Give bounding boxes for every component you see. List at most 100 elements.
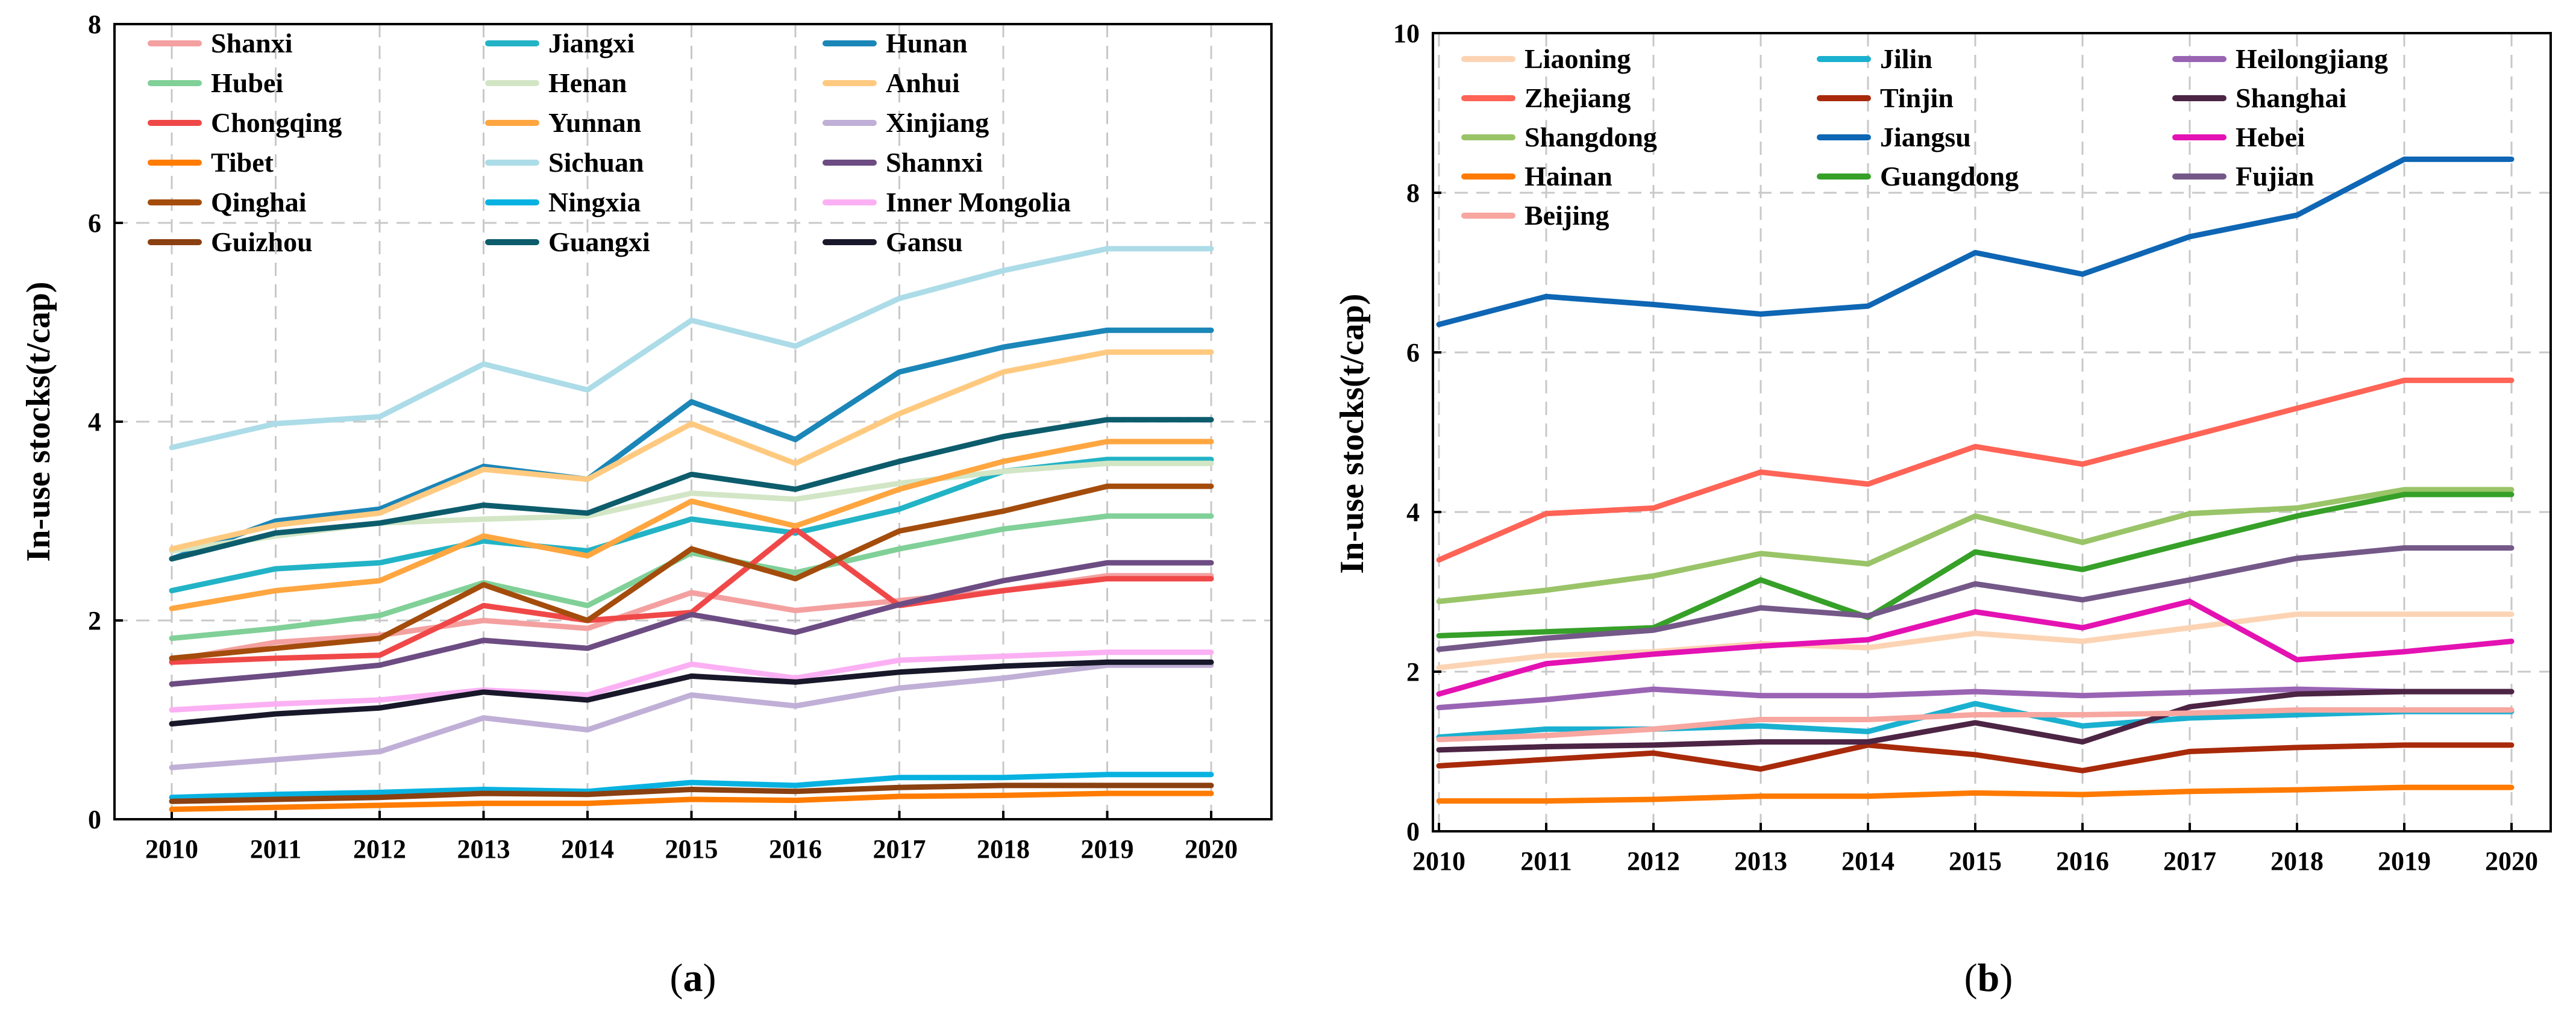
x-tick-label: 2018 <box>977 834 1030 864</box>
legend-label-guangxi: Guangxi <box>548 226 650 257</box>
x-tick-label: 2020 <box>2485 846 2538 876</box>
x-tick-label: 2012 <box>353 834 406 864</box>
legend-label-xinjiang: Xinjiang <box>886 107 989 138</box>
legend-label-guangdong: Guangdong <box>1880 161 2019 192</box>
x-tick-label: 2019 <box>1081 834 1134 864</box>
chart-b-plot-frame <box>1432 32 2552 833</box>
x-tick-label: 2017 <box>2163 846 2216 876</box>
series-line-guangxi <box>169 417 1214 562</box>
chart-a-x-ticks: 2010 2011 2012 2013 2014 2015 2016 2017 2018 2019… <box>145 811 1238 864</box>
chart-a-series <box>169 246 1214 812</box>
series-line-shanghai <box>1436 689 2515 753</box>
legend-label-yunnan: Yunnan <box>548 107 641 138</box>
series-line-tinjin <box>1436 742 2515 773</box>
y-tick-label: 8 <box>88 10 101 39</box>
legend-label-heilongjiang: Heilongjiang <box>2236 43 2388 74</box>
x-tick-label: 2016 <box>2056 846 2109 876</box>
legend-label-guizhou: Guizhou <box>211 226 313 257</box>
legend-label-hunan: Hunan <box>886 28 968 58</box>
legend-label-hebei: Hebei <box>2236 122 2305 152</box>
series-line-sichuan <box>169 246 1214 451</box>
x-tick-label: 2015 <box>665 834 718 864</box>
x-tick-label: 2014 <box>1841 846 1894 876</box>
chart-b: 0 2 4 6 8 10 2010 2011 2012 2013 2014 2015 2016 2017… <box>1333 19 2552 1000</box>
y-tick-label: 4 <box>88 407 101 437</box>
legend-label-jiangsu: Jiangsu <box>1880 122 1971 152</box>
legend-label-shannxi: Shannxi <box>886 147 983 178</box>
series-line-anhui <box>169 349 1214 552</box>
chart-a-legend: Shanxi Jiangxi Hunan Hubei Henan Anhui Chongqi… <box>148 28 1071 257</box>
y-tick-label: 6 <box>88 208 101 238</box>
legend-label-qinghai: Qinghai <box>211 187 307 217</box>
legend-label-liaoning: Liaoning <box>1525 43 1631 74</box>
series-line-fujian <box>1436 545 2515 652</box>
y-tick-label: 0 <box>88 805 101 834</box>
x-tick-label: 2011 <box>1520 846 1572 876</box>
legend-label-ningxia: Ningxia <box>548 187 641 217</box>
series-line-qinghai <box>169 483 1214 661</box>
x-tick-label: 2011 <box>250 834 302 864</box>
chart-b-legend: Liaoning Jilin Heilongjiang Zhejiang Tinjin S… <box>1461 43 2388 231</box>
series-line-guizhou <box>169 783 1214 804</box>
y-tick-label: 8 <box>1406 178 1420 208</box>
legend-label-jiangxi: Jiangxi <box>548 28 635 58</box>
y-tick-label: 2 <box>1406 657 1420 687</box>
series-line-yunnan <box>169 439 1214 611</box>
x-tick-label: 2020 <box>1185 834 1238 864</box>
legend-label-jilin: Jilin <box>1880 43 1932 74</box>
x-tick-label: 2010 <box>1412 846 1465 876</box>
chart-b-y-axis-label: In-use stocks(t/cap) <box>1333 293 1371 573</box>
y-tick-label: 10 <box>1393 19 1420 48</box>
x-tick-label: 2015 <box>1949 846 2002 876</box>
legend-label-tibet: Tibet <box>211 147 274 178</box>
legend-label-sichuan: Sichuan <box>548 147 644 178</box>
series-line-hainan <box>1436 784 2515 804</box>
series-line-shangdong <box>1436 487 2515 604</box>
legend-label-beijing: Beijing <box>1525 200 1609 231</box>
series-line-jiangsu <box>1436 156 2515 328</box>
chart-b-series <box>1436 156 2515 804</box>
series-line-gansu <box>169 659 1214 727</box>
x-tick-label: 2013 <box>1734 846 1787 876</box>
x-tick-label: 2010 <box>145 834 198 864</box>
legend-label-shanghai: Shanghai <box>2236 83 2346 113</box>
x-tick-label: 2018 <box>2270 846 2324 876</box>
y-tick-label: 0 <box>1406 817 1420 846</box>
legend-label-gansu: Gansu <box>886 226 963 257</box>
series-line-heilongjiang <box>1436 686 2515 711</box>
x-tick-label: 2013 <box>457 834 510 864</box>
legend-label-chongqing: Chongqing <box>211 107 342 138</box>
series-line-shannxi <box>169 560 1214 687</box>
legend-label-shangdong: Shangdong <box>1525 122 1657 152</box>
legend-label-fujian: Fujian <box>2236 161 2314 192</box>
x-tick-label: 2016 <box>769 834 822 864</box>
series-line-hunan <box>169 327 1214 562</box>
y-tick-label: 2 <box>88 606 101 636</box>
legend-label-inner-mongolia: Inner Mongolia <box>886 187 1071 217</box>
x-tick-label: 2019 <box>2378 846 2431 876</box>
legend-label-henan: Henan <box>548 67 627 98</box>
series-line-guangdong <box>1436 492 2515 639</box>
y-tick-label: 6 <box>1406 338 1420 367</box>
x-tick-label: 2014 <box>561 834 614 864</box>
legend-label-anhui: Anhui <box>886 67 960 98</box>
series-line-tibet <box>169 790 1214 812</box>
y-tick-label: 4 <box>1406 498 1420 527</box>
legend-label-hainan: Hainan <box>1525 161 1612 192</box>
chart-b-panel-label: (b) <box>1964 956 2013 1000</box>
chart-a-panel-label: (a) <box>670 956 716 1000</box>
series-line-zhejiang <box>1436 377 2515 563</box>
chart-a-y-ticks: 0 2 4 6 8 <box>88 10 123 834</box>
series-line-hebei <box>1436 598 2515 697</box>
x-tick-label: 2012 <box>1627 846 1680 876</box>
legend-label-zhejiang: Zhejiang <box>1525 83 1631 113</box>
chart-b-y-ticks: 0 2 4 6 8 10 <box>1393 19 1441 846</box>
series-line-xinjiang <box>169 662 1214 770</box>
x-tick-label: 2017 <box>873 834 926 864</box>
series-line-inner-mongolia <box>169 649 1214 713</box>
legend-label-tinjin: Tinjin <box>1880 83 1954 113</box>
chart-b-x-ticks: 2010 2011 2012 2013 2014 2015 2016 2017 2018 2019… <box>1412 823 2538 876</box>
legend-label-hubei: Hubei <box>211 67 283 98</box>
